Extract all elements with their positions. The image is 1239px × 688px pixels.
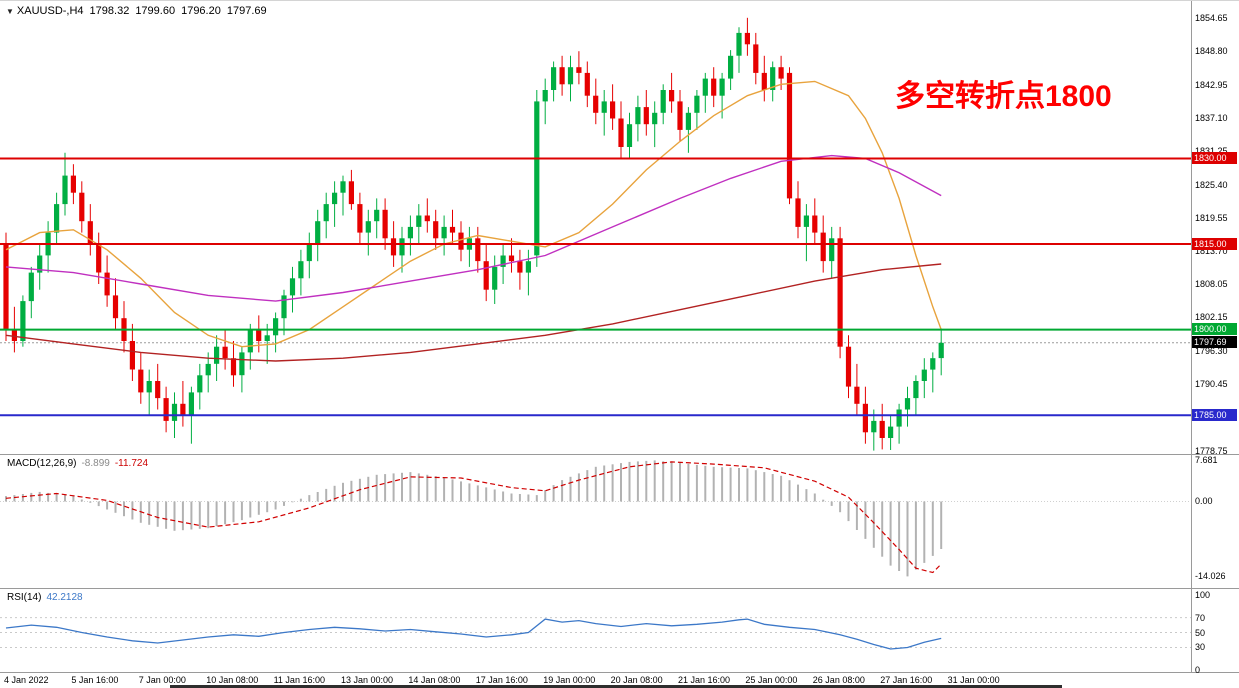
time-axis-label: 25 Jan 00:00 (745, 675, 798, 685)
macd-histogram (5, 460, 943, 577)
price-axis-label: 1825.40 (1195, 179, 1228, 190)
macd-label: MACD(12,26,9) -8.899 -11.724 (7, 458, 148, 469)
time-axis-label: 26 Jan 08:00 (812, 675, 865, 685)
price-axis-label: 1802.15 (1195, 312, 1228, 323)
chart-header: ▼ XAUUSD-,H4 1798.32 1799.60 1796.20 1797.69 (6, 5, 267, 17)
price-badge-1785.00: 1785.00 (1192, 408, 1237, 421)
time-axis-label: 11 Jan 16:00 (273, 675, 325, 685)
rsi-axis-label: 70 (1195, 612, 1206, 623)
symbol-timeframe-label: XAUUSD-,H4 (16, 5, 84, 17)
price-axis-separator (1191, 1, 1192, 673)
time-axis-label: 20 Jan 08:00 (610, 675, 663, 685)
time-axis-label: 4 Jan 2022 (4, 675, 49, 685)
ma-fast-orange (5, 80, 942, 348)
time-axis-separator (0, 672, 1239, 673)
time-axis-label: 5 Jan 16:00 (71, 675, 119, 685)
price-axis-label: 1837.10 (1195, 112, 1228, 123)
time-axis-label: 7 Jan 00:00 (138, 675, 186, 685)
rsi-name: RSI(14) (7, 592, 42, 603)
rsi-label: RSI(14) 42.2128 (7, 592, 83, 603)
price-axis-label: 1854.65 (1195, 12, 1228, 23)
open-value: 1798.32 (89, 5, 130, 17)
rsi-axis-label: 100 (1195, 590, 1211, 601)
price-axis-label: 1848.80 (1195, 46, 1228, 57)
price-axis-column[interactable]: 1854.65 1848.80 1842.95 1837.10 1831.25 1825.… (1191, 1, 1239, 675)
collapse-triangle-icon[interactable]: ▼ (6, 7, 14, 16)
time-axis-label: 21 Jan 16:00 (678, 675, 731, 685)
price-axis-label: 1842.95 (1195, 79, 1228, 90)
rsi-value: 42.2128 (46, 592, 83, 603)
rsi-indicator-chart[interactable] (0, 589, 1191, 673)
time-axis-label: 17 Jan 16:00 (475, 675, 528, 685)
price-axis-label: 1813.70 (1195, 246, 1228, 257)
rsi-axis-label: 50 (1195, 627, 1206, 638)
price-axis-label: 1796.30 (1195, 345, 1228, 356)
price-axis-label: 1819.55 (1195, 213, 1228, 224)
macd-axis-label: 0.00 (1195, 496, 1213, 507)
time-axis-label: 19 Jan 00:00 (543, 675, 596, 685)
rsi-axis-label: 30 (1195, 642, 1206, 653)
rsi-line (5, 618, 942, 650)
close-value: 1797.69 (226, 5, 267, 17)
time-axis[interactable]: 4 Jan 2022 5 Jan 16:00 7 Jan 00:00 10 Jan 0… (0, 673, 1191, 688)
macd-axis-label: 7.681 (1195, 455, 1218, 466)
macd-name: MACD(12,26,9) (7, 458, 77, 469)
annotation-text: 多空转折点1800 (895, 80, 1112, 113)
candlestick-chart[interactable] (0, 1, 1191, 454)
current-price-badge: 1797.69 (1192, 336, 1237, 349)
time-axis-label: 27 Jan 16:00 (880, 675, 933, 685)
macd-signal-line (5, 461, 942, 574)
high-value: 1799.60 (135, 5, 176, 17)
horizontal-scrollbar[interactable] (170, 685, 1062, 688)
panel-separator[interactable] (0, 588, 1239, 589)
ma-mid-magenta (5, 154, 942, 302)
price-axis-label: 1808.05 (1195, 278, 1228, 289)
macd-signal-value: -11.724 (114, 458, 149, 469)
time-axis-label: 13 Jan 00:00 (341, 675, 394, 685)
price-axis-label: 1778.75 (1195, 445, 1228, 456)
price-badge-1830.00: 1830.00 (1192, 151, 1237, 164)
macd-axis-label: -14.026 (1195, 571, 1226, 582)
price-badge-1800.00: 1800.00 (1192, 323, 1237, 336)
macd-main-value: -8.899 (81, 458, 110, 469)
time-axis-label: 14 Jan 08:00 (408, 675, 461, 685)
panel-separator[interactable] (0, 454, 1239, 455)
candles-group (3, 17, 944, 451)
low-value: 1796.20 (181, 5, 221, 17)
macd-indicator-chart[interactable] (0, 455, 1191, 588)
time-axis-label: 10 Jan 08:00 (206, 675, 259, 685)
price-axis-label: 1790.45 (1195, 379, 1228, 390)
rsi-axis-label: 0 (1195, 664, 1201, 675)
ma-slow-darkred (5, 263, 942, 362)
price-axis-label: 1831.25 (1195, 146, 1228, 156)
price-badge-1815.00: 1815.00 (1192, 237, 1237, 250)
time-axis-label: 31 Jan 00:00 (947, 675, 1000, 685)
